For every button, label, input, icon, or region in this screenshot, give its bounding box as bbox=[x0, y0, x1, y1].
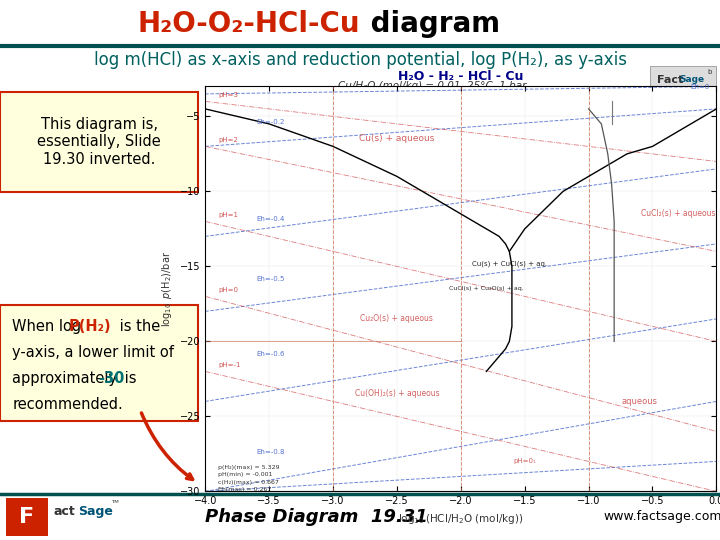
Text: Eh=0: Eh=0 bbox=[690, 84, 710, 90]
Text: pH(min) = -0.001: pH(min) = -0.001 bbox=[218, 472, 272, 477]
Text: Cu(OH)₂(s) + aqueous: Cu(OH)₂(s) + aqueous bbox=[354, 389, 439, 399]
Text: F: F bbox=[19, 507, 35, 527]
Text: y-axis, a lower limit of: y-axis, a lower limit of bbox=[12, 345, 174, 360]
Text: pH=0: pH=0 bbox=[218, 287, 238, 293]
Text: Phase Diagram  19.31: Phase Diagram 19.31 bbox=[205, 508, 428, 526]
Text: is: is bbox=[120, 371, 136, 386]
Text: H₂O - H₂ - HCl - Cu: H₂O - H₂ - HCl - Cu bbox=[398, 70, 523, 83]
Text: Eh=-0.2: Eh=-0.2 bbox=[256, 119, 284, 125]
Text: This diagram is,
essentially, Slide
19.30 inverted.: This diagram is, essentially, Slide 19.3… bbox=[37, 117, 161, 167]
Text: approximately: approximately bbox=[12, 371, 122, 386]
FancyBboxPatch shape bbox=[0, 92, 198, 192]
Text: Cu/H₂O (mol/kg) = 0.01, 25°C, 1 bar: Cu/H₂O (mol/kg) = 0.01, 25°C, 1 bar bbox=[338, 82, 526, 91]
Text: aqueous: aqueous bbox=[621, 397, 657, 406]
Text: recommended.: recommended. bbox=[12, 397, 123, 412]
Text: log m(HCl) as x-axis and reduction potential, log P(H₂), as y-axis: log m(HCl) as x-axis and reduction poten… bbox=[94, 51, 626, 70]
Text: Eh=-0.4: Eh=-0.4 bbox=[256, 217, 284, 222]
Text: pH=-1: pH=-1 bbox=[218, 362, 240, 368]
Text: pH=0₁: pH=0₁ bbox=[513, 458, 536, 464]
Text: Sage: Sage bbox=[78, 505, 112, 518]
Y-axis label: $\log_{10}\ p(\mathrm{H_2})/\mathrm{bar}$: $\log_{10}\ p(\mathrm{H_2})/\mathrm{bar}… bbox=[160, 251, 174, 327]
Text: diagram: diagram bbox=[361, 10, 500, 38]
Text: c(H₂)(max) = 0.667: c(H₂)(max) = 0.667 bbox=[218, 480, 279, 485]
Text: Cu₂O(s) + aqueous: Cu₂O(s) + aqueous bbox=[361, 314, 433, 323]
Text: is the: is the bbox=[115, 319, 161, 334]
Text: P(H₂): P(H₂) bbox=[69, 319, 112, 334]
Text: -30: -30 bbox=[98, 371, 125, 386]
Text: CuCl₂(s) + aqueous: CuCl₂(s) + aqueous bbox=[641, 210, 715, 218]
Text: p(H₂)(max) = 5.329: p(H₂)(max) = 5.329 bbox=[218, 465, 279, 470]
Text: Eh(max) = 0.267: Eh(max) = 0.267 bbox=[218, 488, 271, 492]
Text: pH=1: pH=1 bbox=[218, 212, 238, 218]
Text: pH=3: pH=3 bbox=[218, 92, 238, 98]
Text: pH=2: pH=2 bbox=[218, 137, 238, 143]
FancyBboxPatch shape bbox=[6, 498, 48, 536]
Text: act: act bbox=[54, 505, 76, 518]
Text: Fact: Fact bbox=[657, 75, 683, 85]
Text: H₂O-O₂-HCl-Cu: H₂O-O₂-HCl-Cu bbox=[138, 10, 360, 38]
X-axis label: $\log_{10}$(HCl/H$_2$O (mol/kg)): $\log_{10}$(HCl/H$_2$O (mol/kg)) bbox=[398, 512, 523, 526]
Text: Eh=-0.6: Eh=-0.6 bbox=[256, 352, 285, 357]
Text: ᵀᴹ: ᵀᴹ bbox=[112, 499, 120, 508]
Text: Cu(s) + CuCl(s) + aq.: Cu(s) + CuCl(s) + aq. bbox=[472, 260, 547, 267]
FancyBboxPatch shape bbox=[0, 305, 198, 421]
Text: Sage: Sage bbox=[680, 76, 705, 84]
Text: When log: When log bbox=[12, 319, 86, 334]
Text: b: b bbox=[707, 69, 711, 76]
Text: CuCl(s) + Cu₂O(s) + aq.: CuCl(s) + Cu₂O(s) + aq. bbox=[449, 286, 523, 292]
Text: Cu(s) + aqueous: Cu(s) + aqueous bbox=[359, 134, 435, 144]
Text: Eh=-0.5: Eh=-0.5 bbox=[256, 276, 284, 282]
Text: www.factsage.com: www.factsage.com bbox=[603, 510, 720, 523]
FancyBboxPatch shape bbox=[650, 66, 716, 94]
Text: Eh=-0.8: Eh=-0.8 bbox=[256, 449, 285, 455]
